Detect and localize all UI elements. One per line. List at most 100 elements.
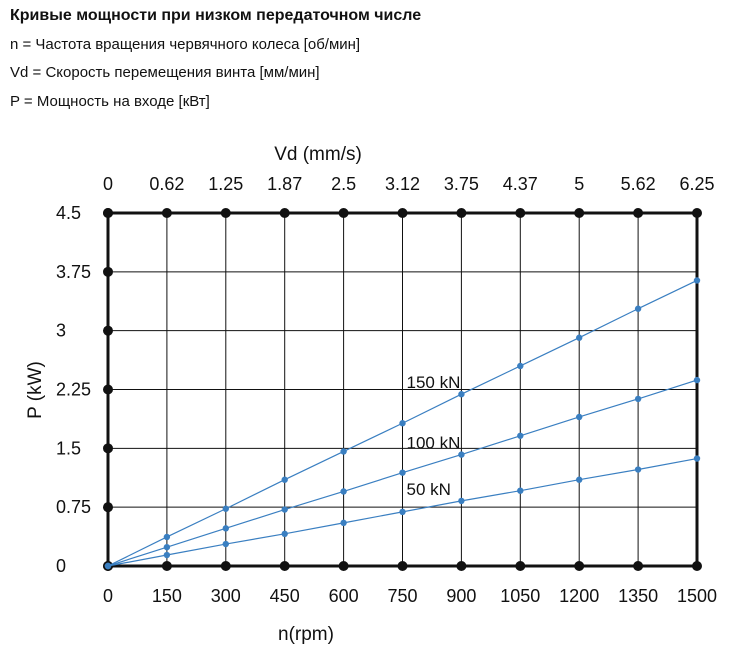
- top-axis-marker: [220, 208, 231, 218]
- top-axis-marker: [279, 208, 290, 218]
- label-layer: 0 150 300 450 600 750 900 1050 1200 1350 1500 0 0.62…: [56, 174, 717, 606]
- series-point: [163, 543, 171, 551]
- series-point: [281, 476, 288, 483]
- top-axis-tick-label: 2.5: [331, 174, 356, 194]
- series-point: [576, 334, 583, 341]
- series-point: [693, 455, 701, 462]
- series-point: [576, 476, 583, 483]
- top-axis-marker: [338, 208, 349, 218]
- y-tick-label: 3.75: [56, 262, 91, 282]
- series-point: [458, 451, 465, 458]
- top-axis-tick-label: 3.75: [444, 174, 479, 194]
- series-point: [340, 488, 347, 495]
- series-point: [340, 448, 347, 455]
- x-tick-label: 0: [103, 586, 113, 606]
- y-tick-label: 4.5: [56, 203, 81, 223]
- series-point: [634, 395, 642, 403]
- x-tick-label: 450: [270, 586, 300, 606]
- legend-vd-definition: Vd = Скорость перемещения винта [мм/мин]: [10, 64, 320, 81]
- x-axis-title: n(rpm): [278, 624, 334, 645]
- x-tick-label: 1350: [618, 586, 658, 606]
- series-point: [693, 277, 701, 284]
- x-axis-marker: [397, 561, 408, 571]
- series-point: [458, 391, 465, 398]
- x-tick-label: 1050: [500, 586, 540, 606]
- legend-p-definition: P = Мощность на входе [кВт]: [10, 93, 210, 110]
- x-axis-marker: [161, 561, 172, 571]
- series-point: [634, 305, 642, 312]
- x-axis-marker: [279, 561, 290, 571]
- series-point: [576, 413, 583, 421]
- chart-title: Кривые мощности при низком передаточном …: [10, 7, 422, 24]
- y-tick-label: 2.25: [56, 380, 91, 400]
- y-tick-label: 0: [56, 556, 66, 576]
- top-axis-tick-label: 4.37: [503, 174, 538, 194]
- series-point: [163, 551, 171, 559]
- top-axis-tick-label: 6.25: [679, 174, 714, 194]
- top-axis-marker: [456, 208, 467, 218]
- x-axis-marker: [220, 561, 231, 571]
- y-tick-label: 1.5: [56, 438, 81, 458]
- series-point: [399, 420, 406, 427]
- y-tick-label: 0.75: [56, 497, 91, 517]
- top-axis-marker: [397, 208, 408, 218]
- x-axis-marker: [574, 561, 585, 571]
- y-axis-marker: [103, 502, 113, 513]
- y-axis-marker: [103, 443, 113, 454]
- series-point: [222, 505, 229, 512]
- series-point: [163, 533, 171, 541]
- top-axis-tick-label: 1.25: [208, 174, 243, 194]
- x-axis-marker: [692, 561, 702, 571]
- series-point: [222, 525, 229, 532]
- y-axis-title: P (kW): [25, 361, 46, 419]
- series-point: [517, 487, 524, 494]
- top-axis-tick-label: 5.62: [621, 174, 656, 194]
- series-point: [458, 497, 465, 505]
- series-point: [281, 506, 288, 513]
- y-axis-marker: [103, 266, 113, 277]
- series-layer: [104, 277, 701, 570]
- top-axis-tick-label: 5: [574, 174, 584, 194]
- grid-layer: [103, 208, 702, 571]
- x-tick-label: 600: [329, 586, 359, 606]
- x-tick-label: 300: [211, 586, 241, 606]
- series-label: 150 kN: [407, 373, 461, 392]
- x-axis-marker: [515, 561, 526, 571]
- x-axis-marker: [338, 561, 349, 571]
- x-tick-label: 750: [387, 586, 417, 606]
- series-label: 100 kN: [407, 434, 461, 453]
- legend-n-definition: n = Частота вращения червячного колеса […: [10, 36, 361, 53]
- y-axis-marker: [103, 208, 113, 218]
- top-axis-marker: [515, 208, 526, 218]
- x-axis-marker: [456, 561, 467, 571]
- top-axis-tick-label: 0: [103, 174, 113, 194]
- top-axis-tick-label: 1.87: [267, 174, 302, 194]
- top-axis-marker: [574, 208, 585, 218]
- series-point: [517, 362, 524, 370]
- series-point: [104, 562, 112, 570]
- series-label: 50 kN: [407, 480, 451, 499]
- top-axis-title: Vd (mm/s): [274, 144, 362, 165]
- x-axis-marker: [633, 561, 644, 571]
- x-tick-label: 1500: [677, 586, 717, 606]
- top-axis-marker: [633, 208, 644, 218]
- top-axis-marker: [692, 208, 702, 218]
- top-axis-tick-label: 0.62: [149, 174, 184, 194]
- series-point: [340, 519, 347, 527]
- x-tick-label: 150: [152, 586, 182, 606]
- series-point: [281, 530, 288, 538]
- top-axis-tick-label: 3.12: [385, 174, 420, 194]
- series-point: [693, 376, 701, 384]
- series-point: [399, 508, 406, 516]
- y-tick-label: 3: [56, 321, 66, 341]
- series-point: [399, 469, 406, 476]
- x-tick-label: 1200: [559, 586, 599, 606]
- y-axis-marker: [103, 325, 113, 336]
- x-tick-label: 900: [446, 586, 476, 606]
- series-point: [634, 466, 642, 473]
- y-axis-marker: [103, 384, 113, 395]
- series-point: [222, 540, 229, 548]
- series-point: [517, 432, 524, 439]
- top-axis-marker: [161, 208, 172, 218]
